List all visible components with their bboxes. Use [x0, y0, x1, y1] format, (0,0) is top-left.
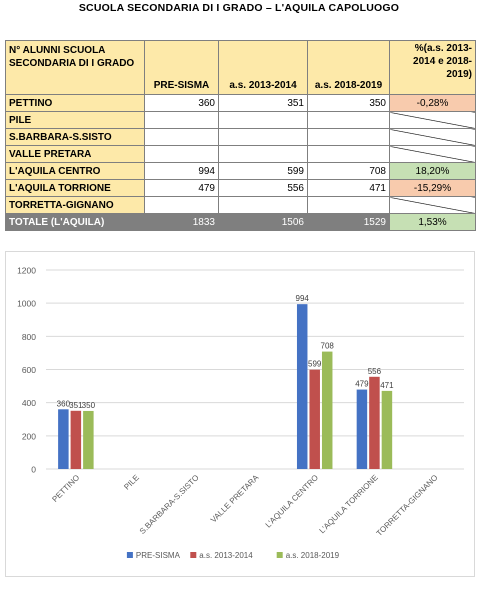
data-label: 479 [355, 380, 369, 389]
header-school-name: N° ALUNNI SCUOLA SECONDARIA DI I GRADO [5, 40, 145, 95]
y-tick-label: 800 [22, 332, 36, 342]
percent-cell [389, 111, 476, 129]
bar-chart-svg: 0 200 400 600 800 1000 1200 360 351 350 PETTINO PIL… [17, 266, 464, 560]
data-label: 599 [308, 360, 322, 369]
data-label: 471 [380, 381, 394, 390]
y-tick-label: 200 [22, 431, 36, 441]
data-label: 350 [82, 401, 96, 410]
bar-chart: 0 200 400 600 800 1000 1200 360 351 350 PETTINO PIL… [5, 251, 475, 577]
legend-swatch [190, 552, 197, 558]
value-cell: 351 [218, 94, 308, 112]
percent-cell: -15,29% [389, 179, 476, 197]
percent-cell: 18,20% [389, 162, 476, 180]
value-cell [218, 111, 308, 129]
page-title: SCUOLA SECONDARIA DI I GRADO – L'AQUILA … [78, 2, 400, 14]
bar [296, 304, 308, 469]
x-tick-label: L'AQUILA CENTRO [264, 473, 320, 529]
header-2013-2014: a.s. 2013-2014 [218, 40, 308, 95]
percent-cell: 1,53% [389, 213, 476, 231]
table-row: L'AQUILA TORRIONE 479 556 471 -15,29% [5, 179, 476, 197]
bar [309, 369, 320, 469]
bar [321, 351, 333, 469]
value-cell [144, 128, 219, 146]
school-name-cell: VALLE PRETARA [5, 145, 145, 163]
table-header-row: N° ALUNNI SCUOLA SECONDARIA DI I GRADO P… [5, 40, 476, 95]
percent-cell: -0,28% [389, 94, 476, 112]
school-name-cell: PETTINO [5, 94, 145, 112]
table-row: VALLE PRETARA [5, 145, 476, 163]
value-cell [218, 145, 308, 163]
school-name-cell: L'AQUILA TORRIONE [5, 179, 145, 197]
bar [70, 410, 82, 469]
y-tick-label: 0 [31, 465, 36, 475]
school-name-cell: TORRETTA-GIGNANO [5, 196, 145, 214]
table-row: TORRETTA-GIGNANO [5, 196, 476, 214]
value-cell: 994 [144, 162, 219, 180]
value-cell [218, 128, 308, 146]
value-cell: 350 [307, 94, 390, 112]
percent-cell [389, 145, 476, 163]
school-name-cell: TOTALE (L'AQUILA) [5, 213, 145, 231]
value-cell: 1529 [307, 213, 390, 231]
x-tick-label: PETTINO [50, 473, 81, 504]
bar [58, 409, 69, 469]
value-cell [307, 145, 390, 163]
bar [369, 376, 380, 469]
table-row: PILE [5, 111, 476, 129]
x-tick-label: VALLE PRETARA [209, 473, 261, 525]
value-cell: 1506 [218, 213, 308, 231]
data-label: 994 [296, 294, 310, 303]
value-cell [218, 196, 308, 214]
data-label: 708 [321, 342, 335, 351]
students-table: N° ALUNNI SCUOLA SECONDARIA DI I GRADO P… [5, 40, 476, 231]
value-cell [307, 128, 390, 146]
value-cell: 360 [144, 94, 219, 112]
legend-swatch [126, 552, 133, 558]
x-tick-label: PILE [122, 473, 141, 492]
legend-swatch [276, 552, 283, 558]
value-cell [144, 145, 219, 163]
legend-label: a.s. 2013-2014 [199, 551, 253, 560]
y-tick-label: 600 [22, 365, 36, 375]
y-tick-label: 400 [22, 398, 36, 408]
x-tick-label: L'AQUILA TORRIONE [318, 473, 380, 535]
value-cell [144, 196, 219, 214]
bar [356, 389, 368, 469]
header-percent-change: %(a.s. 2013-2014 e 2018-2019) [389, 40, 476, 95]
value-cell: 556 [218, 179, 308, 197]
y-tick-label: 1000 [17, 299, 36, 309]
value-cell: 599 [218, 162, 308, 180]
value-cell: 479 [144, 179, 219, 197]
school-name-cell: S.BARBARA-S.SISTO [5, 128, 145, 146]
table-row: PETTINO 360 351 350 -0,28% [5, 94, 476, 112]
school-name-cell: L'AQUILA CENTRO [5, 162, 145, 180]
value-cell: 471 [307, 179, 390, 197]
value-cell: 708 [307, 162, 390, 180]
value-cell [307, 111, 390, 129]
table-row: S.BARBARA-S.SISTO [5, 128, 476, 146]
value-cell: 1833 [144, 213, 219, 231]
legend-label: PRE-SISMA [136, 551, 181, 560]
table-total-row: TOTALE (L'AQUILA) 1833 1506 1529 1,53% [5, 213, 476, 231]
header-2018-2019: a.s. 2018-2019 [307, 40, 390, 95]
percent-cell [389, 128, 476, 146]
data-label: 556 [368, 367, 382, 376]
value-cell [144, 111, 219, 129]
school-name-cell: PILE [5, 111, 145, 129]
data-label: 360 [57, 399, 71, 408]
value-cell [307, 196, 390, 214]
table-row: L'AQUILA CENTRO 994 599 708 18,20% [5, 162, 476, 180]
data-label: 351 [69, 401, 83, 410]
legend-label: a.s. 2018-2019 [286, 551, 340, 560]
header-pre-sisma: PRE-SISMA [144, 40, 219, 95]
percent-cell [389, 196, 476, 214]
bar [83, 410, 94, 469]
x-tick-label: TORRETTA-GIGNANO [375, 473, 440, 538]
bar [381, 390, 393, 469]
x-tick-label: S.BARBARA-S.SISTO [138, 473, 201, 536]
y-tick-label: 1200 [17, 266, 36, 276]
